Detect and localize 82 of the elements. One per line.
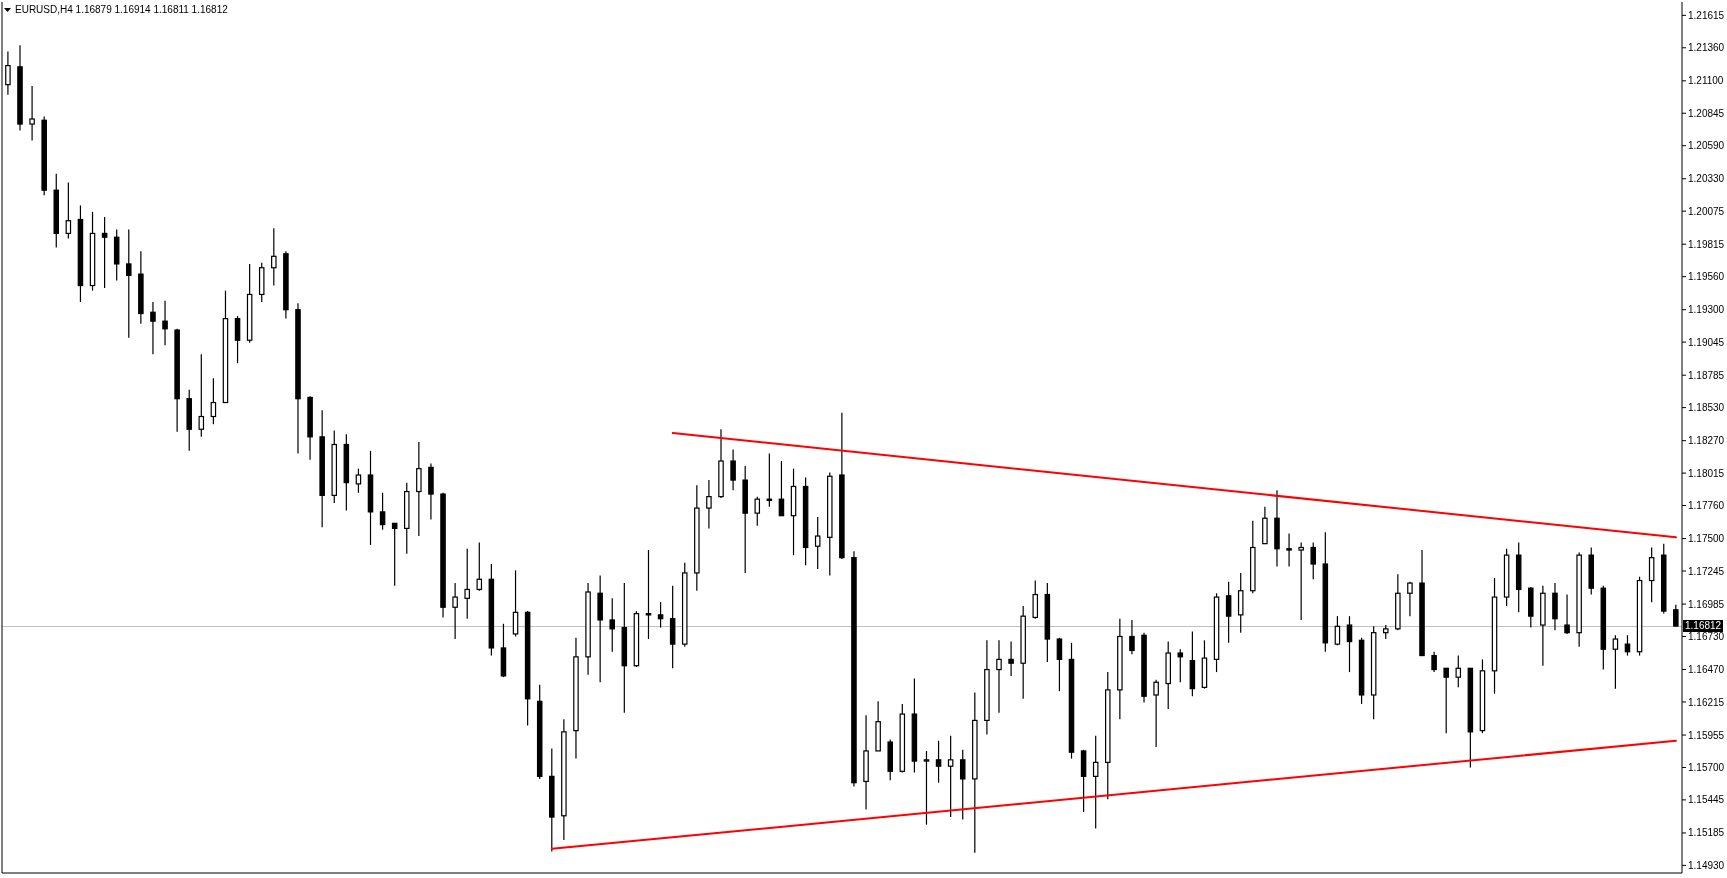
y-tick-label: 1.16730: [1688, 631, 1725, 643]
candlestick: [1032, 579, 1039, 620]
y-tick-label: 1.14930: [1688, 859, 1725, 871]
candlestick: [1624, 634, 1631, 657]
candlestick: [210, 377, 217, 425]
candlestick: [1056, 637, 1063, 692]
candlestick: [730, 448, 736, 491]
ref-line-label: 1.16812: [1683, 620, 1724, 633]
candlestick: [1648, 546, 1655, 603]
candlestick: [101, 216, 108, 289]
y-tick-label: 1.17760: [1688, 500, 1725, 512]
candlestick: [271, 227, 277, 287]
candlestick: [29, 85, 35, 142]
candlestick: [416, 441, 422, 537]
candlestick: [1673, 604, 1679, 627]
candlestick: [923, 750, 930, 826]
y-tick-label: 1.15700: [1688, 762, 1725, 774]
candlestick: [65, 181, 72, 240]
y-tick-label: 1.19560: [1688, 271, 1725, 283]
candlestick: [1092, 735, 1099, 830]
candlestick: [657, 601, 664, 629]
candlestick: [464, 548, 470, 620]
candlestick: [198, 353, 205, 438]
y-tick-label: 1.18785: [1688, 369, 1725, 381]
y-tick-label: 1.21615: [1688, 9, 1725, 21]
candlestick: [1225, 581, 1232, 644]
candlestick: [512, 569, 519, 638]
y-tick-label: 1.16215: [1688, 696, 1725, 708]
y-tick-label: 1.17245: [1688, 565, 1725, 577]
candlestick: [150, 301, 156, 355]
candlestick: [126, 229, 132, 339]
candlestick: [476, 541, 483, 592]
y-tick-label: 1.21100: [1688, 75, 1724, 87]
candlestick: [1153, 679, 1159, 748]
y-tick-label: 1.15445: [1688, 794, 1725, 806]
candlestick: [1455, 654, 1462, 688]
candlestick: [234, 315, 241, 364]
candlestick: [1346, 615, 1353, 673]
candlestick: [1612, 634, 1619, 690]
candlestick: [1286, 532, 1292, 568]
y-tick-label: 1.21360: [1688, 42, 1725, 54]
y-tick-label: 1.16985: [1688, 598, 1725, 610]
candlestick: [1334, 615, 1341, 646]
candlestick: [1431, 651, 1437, 673]
candlestick: [391, 522, 398, 587]
y-tick-label: 1.19045: [1688, 336, 1725, 348]
candlestick: [935, 740, 942, 784]
y-tick-label: 1.20075: [1688, 205, 1725, 217]
candlestick: [754, 496, 761, 527]
y-tick-label: 1.20590: [1688, 140, 1725, 152]
candlestick: [1310, 541, 1317, 580]
candlestick: [1298, 541, 1304, 621]
candlestick: [814, 516, 821, 570]
candlestick: [452, 582, 458, 640]
candlestick: [1129, 619, 1135, 655]
candlestick: [5, 50, 11, 96]
candlestick: [706, 479, 712, 530]
y-tick-label: 1.20330: [1688, 173, 1725, 185]
y-tick-label: 1.16470: [1688, 664, 1725, 676]
candlestick: [379, 492, 386, 531]
y-tick-label: 1.18015: [1688, 467, 1725, 479]
y-tick-label: 1.18530: [1688, 402, 1725, 414]
candlestick: [1008, 640, 1014, 677]
candlestick: [959, 749, 966, 821]
candlestick: [1443, 667, 1449, 734]
candlestick: [947, 735, 954, 818]
y-tick-label: 1.15185: [1688, 827, 1725, 839]
candlestick: [996, 639, 1002, 714]
y-tick-label: 1.15955: [1688, 729, 1725, 741]
y-tick-label: 1.17500: [1688, 533, 1725, 545]
chart-title: EURUSD,H4 1.16879 1.16914 1.16811 1.16812: [15, 4, 228, 15]
candlestick: [1564, 593, 1570, 635]
candlestick: [162, 300, 168, 346]
candlestick: [609, 597, 615, 653]
y-tick-label: 1.20845: [1688, 107, 1725, 119]
candlestick: [645, 549, 652, 640]
candlestick: [1407, 581, 1413, 617]
y-tick-label: 1.19300: [1688, 304, 1725, 316]
candlestick: [1177, 648, 1184, 683]
candlestick: [355, 468, 362, 494]
y-tick-label: 1.19815: [1688, 238, 1725, 250]
y-tick-label: 1.18270: [1688, 435, 1725, 447]
